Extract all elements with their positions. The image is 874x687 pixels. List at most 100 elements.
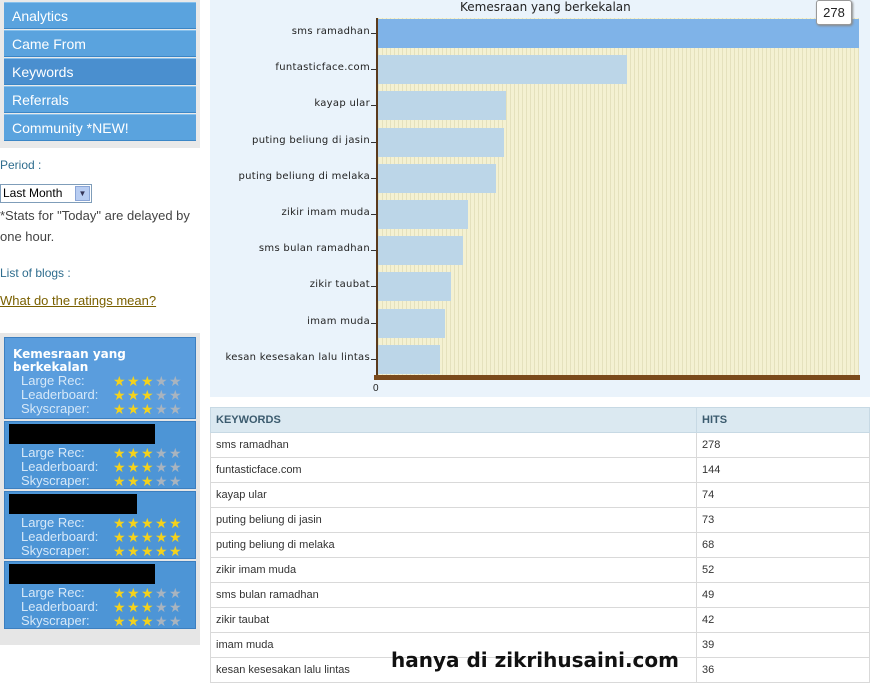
chart-bar[interactable] [378, 200, 468, 229]
star-rating: ★★★★★ [113, 460, 183, 475]
chart-x-axis [374, 375, 860, 380]
blogs-panel: Kemesraan yang berkekalan Large Rec: ★★★★★… [0, 333, 200, 645]
nav-item-community[interactable]: Community *NEW! [4, 114, 196, 141]
y-tick [371, 286, 376, 288]
star-icon: ★ [169, 473, 182, 489]
rating-label: Skyscraper: [21, 401, 90, 416]
keywords-chart: Kemesraan yang berkekalan 0 sms ramadhan… [210, 0, 870, 397]
blog-card[interactable]: Large Rec: ★★★★★ Leaderboard: ★★★★★ Skyscrap… [4, 561, 196, 629]
star-icon: ★ [127, 529, 140, 545]
chart-bar[interactable] [378, 127, 505, 157]
x-tick-label: 0 [373, 383, 379, 394]
star-rating: ★★★★★ [113, 544, 183, 559]
star-icon: ★ [155, 387, 168, 403]
y-tick-label: kayap ular [314, 98, 370, 110]
y-tick [371, 250, 376, 252]
star-icon: ★ [155, 529, 168, 545]
star-icon: ★ [127, 473, 140, 489]
nav-item-referrals[interactable]: Referrals [4, 86, 196, 113]
chevron-down-icon[interactable]: ▼ [75, 186, 90, 201]
hits-column-header[interactable]: HITS [696, 407, 870, 433]
star-icon: ★ [127, 459, 140, 475]
table-row[interactable]: zikir imam muda 52 [210, 557, 870, 583]
nav-item-came-from[interactable]: Came From [4, 30, 196, 57]
rating-label: Large Rec: [21, 515, 85, 530]
watermark-text: hanya di zikrihusaini.com [391, 648, 679, 672]
nav-item-analytics[interactable]: Analytics [4, 2, 196, 29]
redacted-blog-name [9, 494, 137, 514]
star-icon: ★ [169, 373, 182, 389]
keywords-column-header[interactable]: KEYWORDS [210, 407, 697, 433]
star-icon: ★ [155, 445, 168, 461]
star-icon: ★ [169, 543, 182, 559]
keyword-cell: puting beliung di melaka [210, 532, 697, 558]
star-icon: ★ [113, 543, 126, 559]
y-tick-label: imam muda [307, 315, 370, 327]
star-icon: ★ [169, 613, 182, 629]
rating-row-leaderboard: Leaderboard: ★★★★★ [21, 599, 195, 615]
star-icon: ★ [127, 515, 140, 531]
rating-label: Large Rec: [21, 585, 85, 600]
rating-label: Leaderboard: [21, 599, 99, 614]
blog-name[interactable]: Kemesraan yang berkekalan [13, 347, 126, 374]
star-rating: ★★★★★ [113, 614, 183, 629]
table-row[interactable]: puting beliung di jasin 73 [210, 507, 870, 533]
keyword-cell: kayap ular [210, 482, 697, 508]
star-rating: ★★★★★ [113, 374, 183, 389]
chart-bar[interactable] [378, 236, 463, 266]
nav-item-keywords[interactable]: Keywords [4, 58, 196, 85]
y-tick-label: zikir imam muda [281, 207, 370, 218]
star-icon: ★ [113, 515, 126, 531]
hits-cell: 74 [696, 482, 870, 508]
blog-card[interactable]: Large Rec: ★★★★★ Leaderboard: ★★★★★ Skyscrap… [4, 491, 196, 559]
star-icon: ★ [113, 473, 126, 489]
blog-card[interactable]: Kemesraan yang berkekalan Large Rec: ★★★★★… [4, 337, 196, 419]
star-icon: ★ [127, 401, 140, 417]
rating-row-skyscraper: Skyscraper: ★★★★★ [21, 614, 195, 629]
star-icon: ★ [155, 459, 168, 475]
chart-bar[interactable] [378, 344, 441, 374]
rating-row-large-rec: Large Rec: ★★★★★ [21, 374, 195, 389]
y-tick [371, 33, 376, 34]
chart-bar[interactable] [378, 308, 446, 338]
table-row[interactable]: sms bulan ramadhan 49 [210, 582, 870, 608]
chart-bar[interactable] [378, 19, 859, 48]
chart-bar[interactable] [378, 163, 496, 193]
hits-cell: 39 [696, 632, 870, 658]
rating-row-skyscraper: Skyscraper: ★★★★★ [21, 473, 195, 489]
star-icon: ★ [141, 613, 154, 629]
chart-bar[interactable] [378, 272, 451, 302]
rating-row-leaderboard: Leaderboard: ★★★★★ [21, 460, 195, 475]
ratings-help-link[interactable]: What do the ratings mean? [0, 293, 157, 308]
redacted-blog-name [9, 564, 155, 584]
star-icon: ★ [141, 529, 154, 545]
star-icon: ★ [155, 373, 168, 389]
y-tick [371, 322, 376, 324]
keyword-cell: zikir taubat [210, 607, 697, 633]
period-select[interactable]: Last Month ▼ [0, 184, 92, 203]
star-icon: ★ [141, 515, 154, 531]
chart-bar[interactable] [378, 91, 507, 121]
table-row[interactable]: funtasticface.com 144 [210, 457, 870, 483]
star-rating: ★★★★★ [113, 600, 183, 615]
table-row[interactable]: sms ramadhan 278 [210, 432, 870, 458]
stats-delay-note: *Stats for "Today" are delayed by one ho… [0, 208, 190, 244]
y-tick [371, 177, 376, 179]
y-tick [371, 105, 376, 107]
chart-tooltip: 278 [816, 0, 852, 25]
period-label: Period : [0, 158, 42, 172]
hits-cell: 49 [696, 582, 870, 608]
star-icon: ★ [141, 585, 154, 601]
table-row[interactable]: kesan kesesakan lalu lintas 36 [210, 657, 870, 683]
table-row[interactable]: puting beliung di melaka 68 [210, 532, 870, 558]
blog-card[interactable]: Large Rec: ★★★★★ Leaderboard: ★★★★★ Skyscrap… [4, 421, 196, 489]
keyword-cell: imam muda [210, 632, 697, 658]
star-icon: ★ [169, 459, 182, 475]
star-icon: ★ [169, 401, 182, 417]
star-icon: ★ [169, 445, 182, 461]
table-row[interactable]: imam muda 39 [210, 632, 870, 658]
rating-label: Skyscraper: [21, 543, 90, 558]
table-row[interactable]: kayap ular 74 [210, 482, 870, 508]
table-row[interactable]: zikir taubat 42 [210, 607, 870, 633]
chart-bar[interactable] [378, 55, 628, 85]
